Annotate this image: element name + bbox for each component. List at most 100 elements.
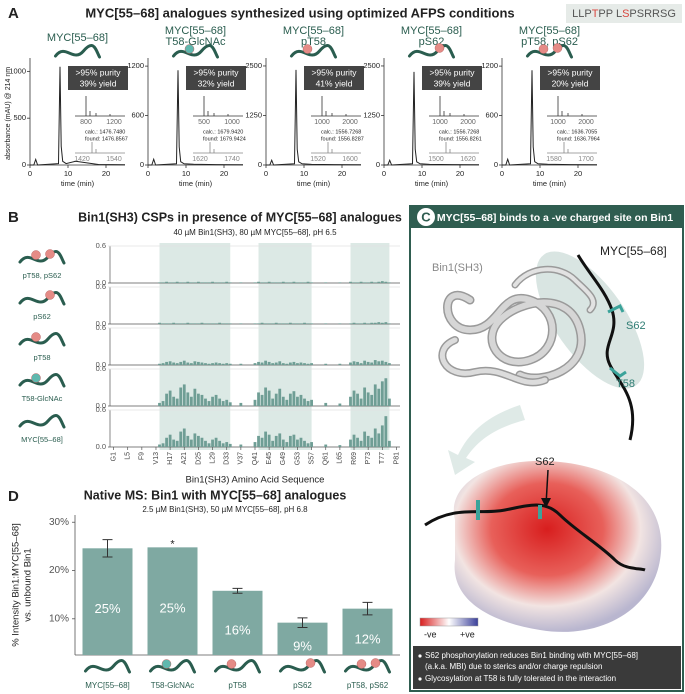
bar bbox=[165, 281, 168, 283]
x-tick-label: 20 bbox=[456, 169, 464, 178]
ms-tick-label: 1200 bbox=[106, 119, 122, 126]
zoom-tick-label: 1600 bbox=[342, 156, 358, 163]
bar bbox=[281, 439, 285, 447]
y-tick-label: 2500 bbox=[245, 61, 262, 70]
bar bbox=[200, 362, 204, 365]
bar bbox=[260, 437, 264, 447]
bar bbox=[214, 394, 218, 406]
bar bbox=[204, 282, 207, 283]
bar bbox=[200, 437, 204, 447]
bar bbox=[271, 440, 275, 447]
bar bbox=[225, 399, 229, 406]
panel-title: MYC[55–68] binds to a -ve charged site o… bbox=[437, 212, 673, 224]
bar bbox=[310, 282, 313, 283]
residue-stick bbox=[607, 303, 625, 314]
bar bbox=[186, 362, 190, 365]
zoom-tick-label: 1580 bbox=[546, 156, 562, 163]
bar bbox=[288, 393, 292, 406]
bar bbox=[175, 440, 179, 447]
bar bbox=[257, 435, 260, 447]
modification bbox=[434, 43, 445, 53]
bar bbox=[179, 323, 183, 324]
bar bbox=[356, 361, 359, 365]
bar bbox=[292, 391, 296, 406]
bar bbox=[207, 363, 211, 365]
bar bbox=[175, 281, 179, 283]
legend-label: T58-GlcNAc bbox=[22, 394, 63, 403]
bar bbox=[356, 393, 359, 406]
bar bbox=[285, 282, 289, 283]
calc: calc.: 1556.7268 bbox=[321, 129, 361, 135]
bar bbox=[370, 281, 374, 283]
x-tick-label: F9 bbox=[139, 452, 146, 460]
bar bbox=[212, 590, 263, 655]
purity: >95% purity bbox=[429, 67, 475, 77]
y-axis-label: % Intensity Bin1:MYC[55–68] bbox=[11, 523, 22, 647]
bar bbox=[359, 363, 363, 365]
peptide-icon bbox=[172, 44, 219, 59]
calc: calc.: 1636.7055 bbox=[557, 129, 597, 135]
bar bbox=[366, 282, 370, 283]
bar bbox=[267, 434, 271, 447]
bar bbox=[179, 431, 183, 447]
bar bbox=[221, 363, 225, 365]
arrow bbox=[448, 405, 525, 475]
peptide-icon bbox=[84, 659, 131, 674]
peptide-chain bbox=[424, 503, 646, 572]
ms-zoom bbox=[311, 142, 361, 154]
sequence-box bbox=[566, 4, 682, 23]
peptide-icon bbox=[18, 373, 66, 388]
bar bbox=[292, 323, 296, 324]
bar bbox=[204, 323, 207, 324]
x-tick-label: 20 bbox=[338, 169, 346, 178]
x-tick-label: T58-GlcNAc bbox=[151, 681, 195, 690]
bar bbox=[193, 282, 197, 283]
purity: >95% purity bbox=[311, 67, 357, 77]
bar bbox=[218, 363, 222, 365]
bar bbox=[292, 434, 296, 447]
legend-label: MYC[55–68] bbox=[21, 435, 63, 444]
modification bbox=[31, 332, 41, 342]
bar bbox=[182, 428, 186, 447]
y-tick-label: 1250 bbox=[245, 110, 262, 119]
purity: >95% purity bbox=[547, 67, 593, 77]
bar bbox=[338, 363, 342, 365]
ms-spectrum bbox=[547, 96, 597, 117]
bullet bbox=[418, 677, 422, 681]
bar bbox=[165, 437, 168, 447]
bar bbox=[296, 439, 299, 447]
error-bar bbox=[102, 539, 113, 558]
bar bbox=[158, 444, 161, 447]
panel-c: C MYC[55–68] binds to a -ve charged site… bbox=[409, 205, 684, 692]
bar bbox=[179, 282, 183, 283]
modification bbox=[45, 249, 55, 259]
bar bbox=[384, 361, 388, 365]
found: found: 1636.7964 bbox=[557, 136, 600, 142]
bar bbox=[324, 363, 328, 365]
ms-tick-label: 1000 bbox=[432, 119, 448, 126]
bar bbox=[225, 281, 229, 283]
protein-label: Bin1(SH3) bbox=[432, 262, 483, 274]
bar bbox=[377, 281, 381, 283]
binding-region bbox=[535, 251, 645, 389]
bar bbox=[161, 363, 165, 365]
bar bbox=[349, 323, 352, 324]
bar bbox=[211, 363, 214, 365]
y-tick-label: 0 bbox=[494, 160, 498, 169]
modification bbox=[356, 659, 367, 669]
bar bbox=[296, 363, 299, 365]
found: found: 1476.8567 bbox=[85, 136, 128, 142]
peptide-icon bbox=[18, 414, 66, 429]
bar bbox=[370, 362, 374, 365]
sequence-part: LLP bbox=[572, 8, 592, 20]
x-tick-label: E45 bbox=[266, 452, 273, 465]
bar bbox=[200, 394, 204, 406]
legend-label: pT58, pS62 bbox=[23, 271, 62, 280]
bar bbox=[197, 281, 200, 283]
site-label: S62 bbox=[626, 320, 646, 332]
bar bbox=[338, 323, 342, 324]
bar bbox=[189, 282, 193, 283]
bar bbox=[267, 281, 271, 283]
modification bbox=[161, 659, 172, 669]
chart-title: MYC[55–68] bbox=[47, 32, 108, 44]
